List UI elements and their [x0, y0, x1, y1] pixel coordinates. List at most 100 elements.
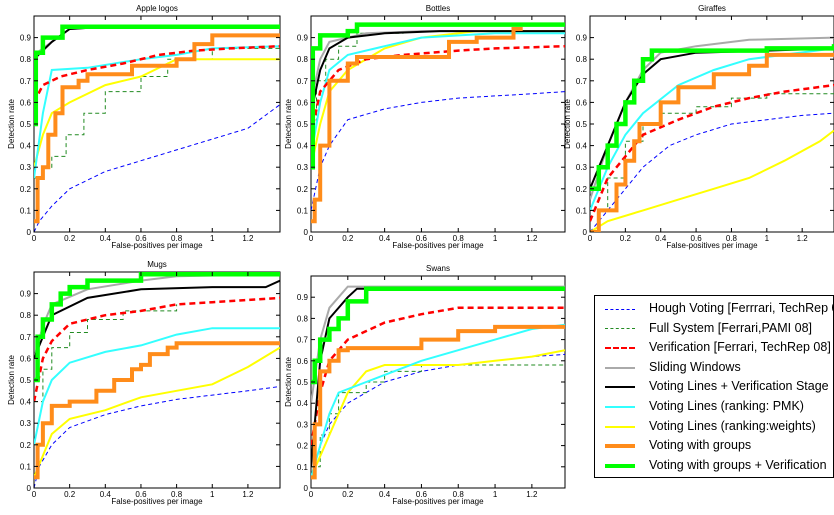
x-tick-label: 1.2	[242, 234, 254, 243]
x-axis-label: False-positives per image	[666, 241, 758, 250]
y-tick-label: 0.9	[576, 34, 588, 43]
series-line-gv	[590, 44, 834, 192]
series-group	[590, 36, 834, 232]
y-tick-label: 0.5	[20, 120, 32, 129]
chart-1: 0 0.2 0.4 0.6 0.8 1 1.2 0 0.1 0.2 0.3 0.4 0.5 0.6 0.7 0…	[284, 4, 566, 250]
x-tick-label: 1.2	[526, 490, 538, 499]
chart-title: Swans	[426, 264, 450, 273]
x-tick-label: 0.8	[726, 234, 738, 243]
legend-item-vlv: Voting Lines + Verification Stage	[595, 378, 833, 398]
x-tick-label: 0.4	[379, 234, 391, 243]
x-tick-label: 0.8	[453, 234, 465, 243]
series-line-weights	[34, 58, 280, 168]
y-tick-label: 0.6	[576, 98, 588, 107]
y-tick-label: 0.4	[576, 142, 588, 151]
x-tick-label: 1	[210, 234, 215, 243]
y-tick-label: 0.5	[297, 378, 309, 387]
y-axis-label: Detection rate	[7, 99, 16, 149]
x-tick-label: 1	[765, 234, 770, 243]
y-tick-label: 0.8	[297, 55, 309, 64]
series-line-hough	[34, 104, 280, 232]
x-tick-label: 1.2	[526, 234, 538, 243]
x-tick-label: 0.8	[171, 234, 183, 243]
legend-label: Sliding Windows	[649, 359, 741, 374]
y-tick-label: 0.1	[297, 463, 309, 472]
series-line-verif	[590, 83, 834, 222]
series-line-pmk	[311, 323, 565, 478]
series-line-gv	[311, 22, 565, 170]
y-tick-label: 0.3	[20, 419, 32, 428]
y-axis-label: Detection rate	[7, 355, 16, 405]
y-tick-label: 0.4	[297, 399, 309, 408]
y-tick-label: 0.5	[576, 120, 588, 129]
legend-label: Hough Voting [Ferrrari, TechRep 08	[649, 301, 834, 315]
chart-title: Apple logos	[136, 4, 178, 13]
y-tick-label: 0.1	[576, 206, 588, 215]
y-axis-label: Detection rate	[563, 99, 572, 149]
y-tick-label: 0.6	[20, 98, 32, 107]
legend: Hough Voting [Ferrrari, TechRep 08 Full S…	[594, 295, 834, 478]
x-tick-label: 0.4	[655, 234, 667, 243]
chart-3: 0 0.2 0.4 0.6 0.8 1 1.2 0 0.1 0.2 0.3 0.4 0.5 0.6 0.7 0…	[7, 260, 281, 506]
y-tick-label: 0.7	[297, 336, 309, 345]
y-axis-label: Detection rate	[284, 99, 293, 149]
series-line-groups	[590, 52, 834, 232]
series-line-verif	[34, 44, 280, 103]
series-line-hough	[34, 386, 280, 488]
y-tick-label: 0.2	[20, 185, 32, 194]
y-tick-label: 0	[304, 228, 309, 237]
x-axis-label: False-positives per image	[111, 241, 203, 250]
x-tick-label: 0.2	[620, 234, 632, 243]
legend-swatch	[605, 346, 635, 349]
y-tick-label: 0.7	[297, 77, 309, 86]
y-tick-label: 0.3	[20, 163, 32, 172]
series-group	[311, 22, 565, 224]
series-line-gv	[311, 286, 565, 385]
y-tick-label: 0.9	[297, 34, 309, 43]
y-tick-label: 0.3	[576, 163, 588, 172]
y-tick-label: 0.1	[20, 462, 32, 471]
legend-swatch	[605, 425, 635, 428]
chart-title: Bottles	[426, 4, 450, 13]
series-line-weights	[311, 349, 565, 478]
y-tick-label: 0.8	[20, 311, 32, 320]
legend-swatch	[605, 444, 635, 449]
legend-item-full: Full System [Ferrari,PAMI 08]	[595, 320, 833, 340]
y-tick-label: 0.4	[297, 142, 309, 151]
series-group	[34, 272, 280, 488]
series-line-weights	[34, 346, 280, 478]
series-line-hough	[311, 91, 565, 211]
chart-title: Mugs	[147, 260, 167, 269]
legend-item-sliding: Sliding Windows	[595, 359, 833, 379]
x-tick-label: 0	[32, 234, 37, 243]
chart-title: Giraffes	[698, 4, 726, 13]
y-tick-label: 0	[304, 484, 309, 493]
y-tick-label: 0.5	[20, 376, 32, 385]
x-tick-label: 0.2	[342, 490, 354, 499]
series-line-groups	[34, 341, 280, 480]
y-tick-label: 0	[27, 484, 32, 493]
x-tick-label: 0.6	[135, 490, 147, 499]
plot-area	[33, 15, 281, 233]
x-tick-label: 0.6	[135, 234, 147, 243]
series-line-verif	[34, 296, 280, 402]
y-tick-label: 0.6	[297, 357, 309, 366]
y-tick-label: 0.7	[20, 333, 32, 342]
x-tick-label: 0	[588, 234, 593, 243]
series-line-groups	[311, 27, 523, 224]
legend-swatch	[605, 406, 635, 408]
x-tick-label: 0	[309, 234, 314, 243]
y-tick-label: 0	[583, 228, 588, 237]
y-tick-label: 0.5	[297, 120, 309, 129]
x-tick-label: 1.2	[797, 234, 809, 243]
legend-item-groups: Voting with groups	[595, 437, 833, 457]
plot-area	[33, 271, 281, 489]
series-group	[34, 24, 280, 232]
x-tick-label: 0.4	[100, 234, 112, 243]
y-tick-label: 0.4	[20, 142, 32, 151]
y-tick-label: 0.8	[576, 55, 588, 64]
y-tick-label: 0.1	[20, 206, 32, 215]
series-line-full	[311, 31, 404, 125]
x-axis-label: False-positives per image	[111, 497, 203, 506]
y-tick-label: 0.7	[20, 77, 32, 86]
